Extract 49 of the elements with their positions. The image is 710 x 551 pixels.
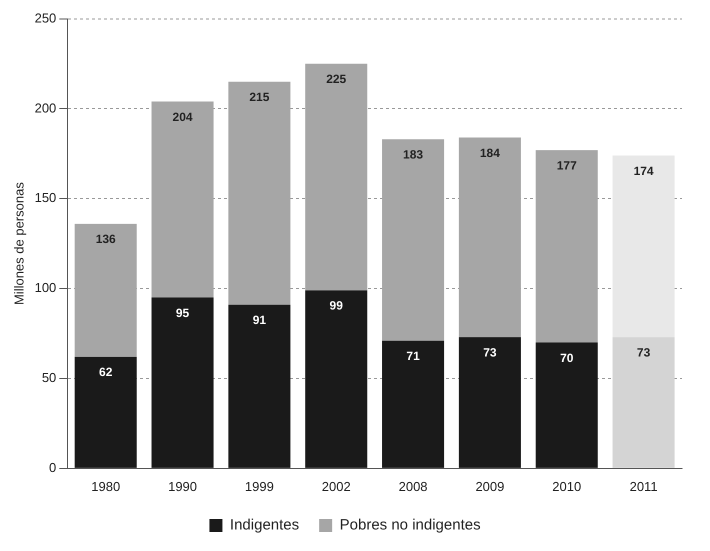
bar: [458, 137, 521, 338]
x-tick-label: 1990: [168, 478, 198, 494]
bar: [305, 290, 368, 468]
legend-label: Indigentes: [230, 516, 300, 534]
y-tick-label: 50: [42, 370, 56, 386]
data-label: 91: [252, 313, 266, 328]
x-tick-label: 2002: [322, 478, 351, 494]
total-label: 204: [172, 110, 193, 124]
x-tick-label: 2010: [552, 478, 582, 494]
bar: [74, 356, 137, 468]
x-tick-label: 1980: [91, 478, 120, 494]
y-tick-label: 250: [34, 10, 56, 26]
bar: [152, 102, 214, 298]
bar: [458, 337, 521, 468]
bar: [74, 224, 137, 357]
y-tick-label: 200: [34, 100, 56, 116]
y-tick-label: 0: [49, 460, 56, 475]
x-tick-label: 2008: [398, 478, 428, 494]
bar: [228, 82, 290, 305]
bar: [382, 340, 444, 468]
total-label: 215: [249, 90, 270, 104]
bar: [536, 150, 598, 343]
data-label: 73: [483, 345, 497, 360]
bar: [612, 155, 675, 338]
y-axis-title: Millones de personas: [11, 182, 26, 306]
bar: [382, 139, 444, 341]
y-tick-label: 150: [34, 190, 56, 206]
data-label: 62: [99, 365, 113, 380]
bar: [536, 342, 598, 468]
total-label: 136: [96, 232, 116, 246]
total-label: 174: [634, 164, 654, 178]
x-tick-label: 2011: [630, 478, 658, 494]
x-tick-label: 1999: [244, 478, 274, 494]
bar: [612, 337, 675, 468]
y-tick-label: 100: [34, 280, 56, 296]
data-label: 71: [406, 349, 420, 364]
bar: [228, 304, 290, 468]
total-label: 225: [326, 72, 347, 86]
total-label: 184: [480, 146, 500, 160]
data-label: 95: [176, 306, 190, 320]
x-tick-label: 2009: [475, 478, 504, 494]
total-label: 177: [556, 158, 578, 172]
total-label: 183: [403, 148, 424, 162]
data-label: 99: [330, 298, 344, 313]
legend-label: Pobres no indigentes: [340, 516, 481, 534]
data-label: 73: [636, 345, 651, 360]
bar: [152, 298, 214, 468]
data-label: 70: [560, 350, 574, 365]
bar: [305, 64, 368, 290]
